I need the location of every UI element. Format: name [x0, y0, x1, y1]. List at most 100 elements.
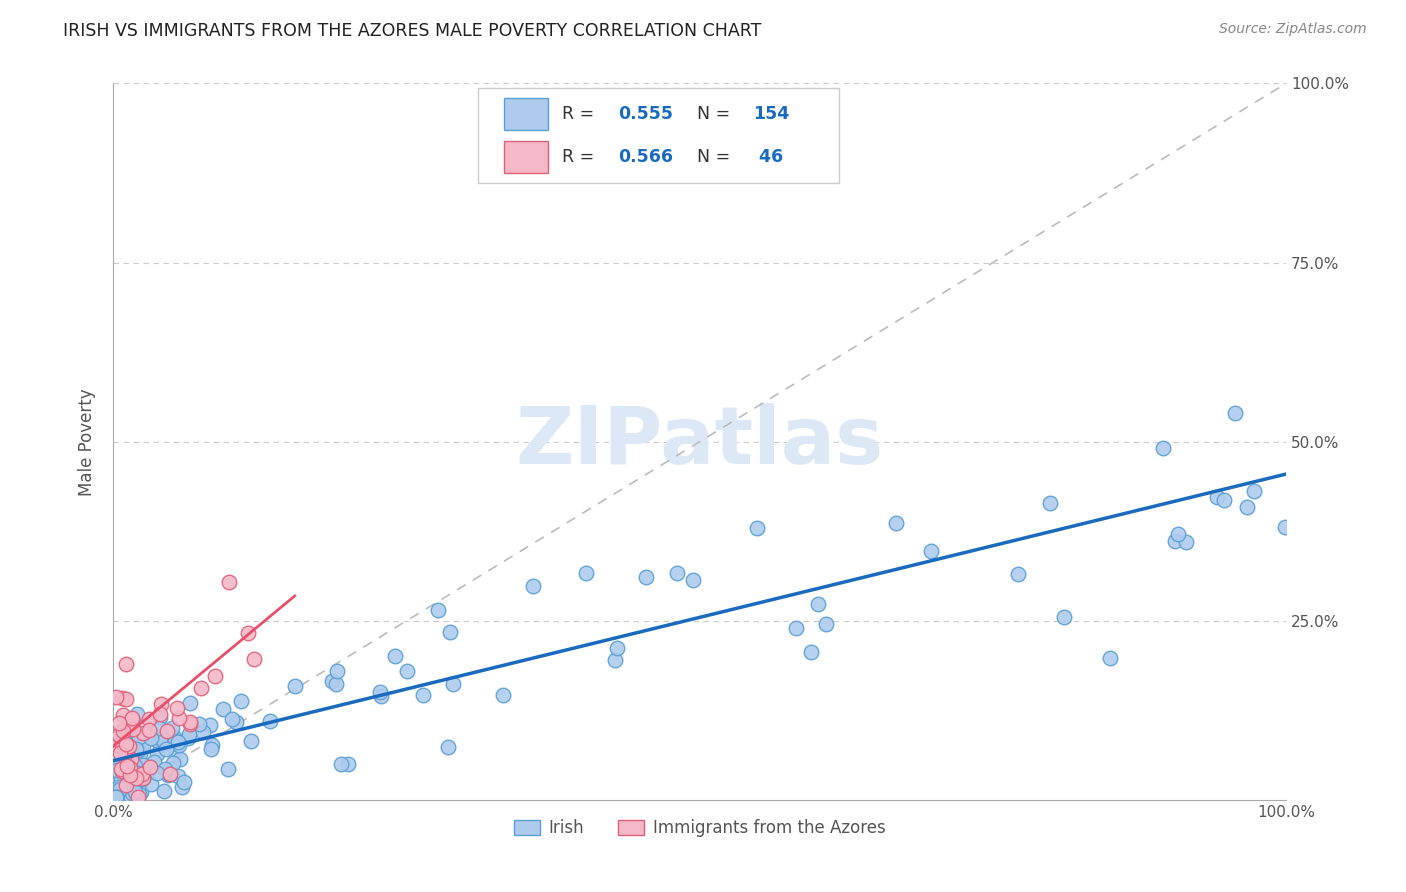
Point	[110, 772, 132, 787]
Point	[143, 756, 166, 770]
Point	[153, 738, 176, 752]
Point	[139, 731, 162, 745]
Point	[204, 669, 226, 683]
Point	[146, 747, 169, 761]
Point	[1007, 566, 1029, 581]
Point	[179, 717, 201, 731]
Point	[127, 779, 149, 793]
Point	[111, 708, 134, 723]
Point	[146, 765, 169, 780]
Point	[426, 603, 449, 617]
Text: 154: 154	[754, 105, 790, 123]
Point	[127, 789, 149, 804]
Point	[325, 664, 347, 678]
Point	[1152, 441, 1174, 455]
Point	[1039, 496, 1062, 510]
Point	[125, 707, 148, 722]
Point	[114, 691, 136, 706]
Point	[128, 787, 150, 801]
Point	[148, 722, 170, 736]
Point	[127, 735, 149, 749]
Point	[128, 747, 150, 761]
Y-axis label: Male Poverty: Male Poverty	[79, 388, 96, 496]
Point	[118, 739, 141, 754]
Point	[117, 742, 139, 756]
Point	[124, 763, 146, 777]
Point	[112, 760, 135, 774]
Point	[167, 769, 190, 783]
Point	[118, 768, 141, 782]
Point	[107, 728, 129, 742]
Point	[135, 762, 157, 776]
Point	[159, 767, 181, 781]
Point	[920, 544, 942, 558]
Point	[1223, 406, 1246, 420]
Point	[117, 774, 139, 789]
Point	[114, 747, 136, 761]
Point	[439, 625, 461, 640]
Point	[167, 738, 190, 752]
Point	[124, 772, 146, 786]
Point	[522, 579, 544, 593]
Point	[441, 677, 464, 691]
Point	[201, 738, 224, 752]
Point	[747, 521, 769, 535]
Point	[129, 772, 152, 786]
Point	[121, 726, 143, 740]
Point	[157, 768, 180, 782]
Point	[337, 757, 360, 772]
Point	[131, 726, 153, 740]
Point	[111, 723, 134, 738]
Point	[157, 767, 180, 781]
Point	[114, 737, 136, 751]
Point	[127, 749, 149, 764]
Point	[153, 762, 176, 776]
Point	[1098, 651, 1121, 665]
Point	[114, 751, 136, 765]
Point	[1274, 519, 1296, 533]
Point	[815, 617, 838, 632]
Point	[125, 771, 148, 785]
Point	[121, 712, 143, 726]
Point	[636, 570, 658, 584]
Point	[243, 652, 266, 666]
Point	[806, 597, 828, 611]
Point	[167, 710, 190, 724]
Point	[110, 746, 132, 760]
Point	[105, 763, 128, 777]
Point	[111, 763, 134, 777]
Point	[108, 780, 131, 794]
Point	[1213, 492, 1236, 507]
Point	[105, 789, 128, 804]
Point	[325, 677, 347, 691]
Point	[1206, 491, 1229, 505]
Point	[125, 767, 148, 781]
Point	[108, 739, 131, 753]
Point	[785, 621, 807, 635]
Point	[605, 653, 627, 667]
Point	[139, 777, 162, 791]
Point	[492, 689, 515, 703]
Point	[117, 739, 139, 753]
FancyBboxPatch shape	[503, 141, 548, 173]
Point	[1236, 500, 1258, 514]
Point	[115, 755, 138, 769]
Point	[115, 723, 138, 737]
Point	[105, 760, 128, 774]
Text: ZIPatlas: ZIPatlas	[516, 403, 883, 481]
Point	[148, 734, 170, 748]
Point	[115, 765, 138, 780]
Point	[167, 734, 190, 748]
Point	[396, 664, 419, 678]
Point	[217, 762, 239, 776]
Point	[132, 739, 155, 753]
Point	[1053, 609, 1076, 624]
FancyBboxPatch shape	[478, 87, 839, 183]
Point	[211, 701, 233, 715]
Point	[111, 736, 134, 750]
Point	[1164, 533, 1187, 548]
Point	[575, 566, 598, 581]
Point	[149, 710, 172, 724]
Point	[330, 757, 353, 772]
Point	[321, 674, 343, 689]
